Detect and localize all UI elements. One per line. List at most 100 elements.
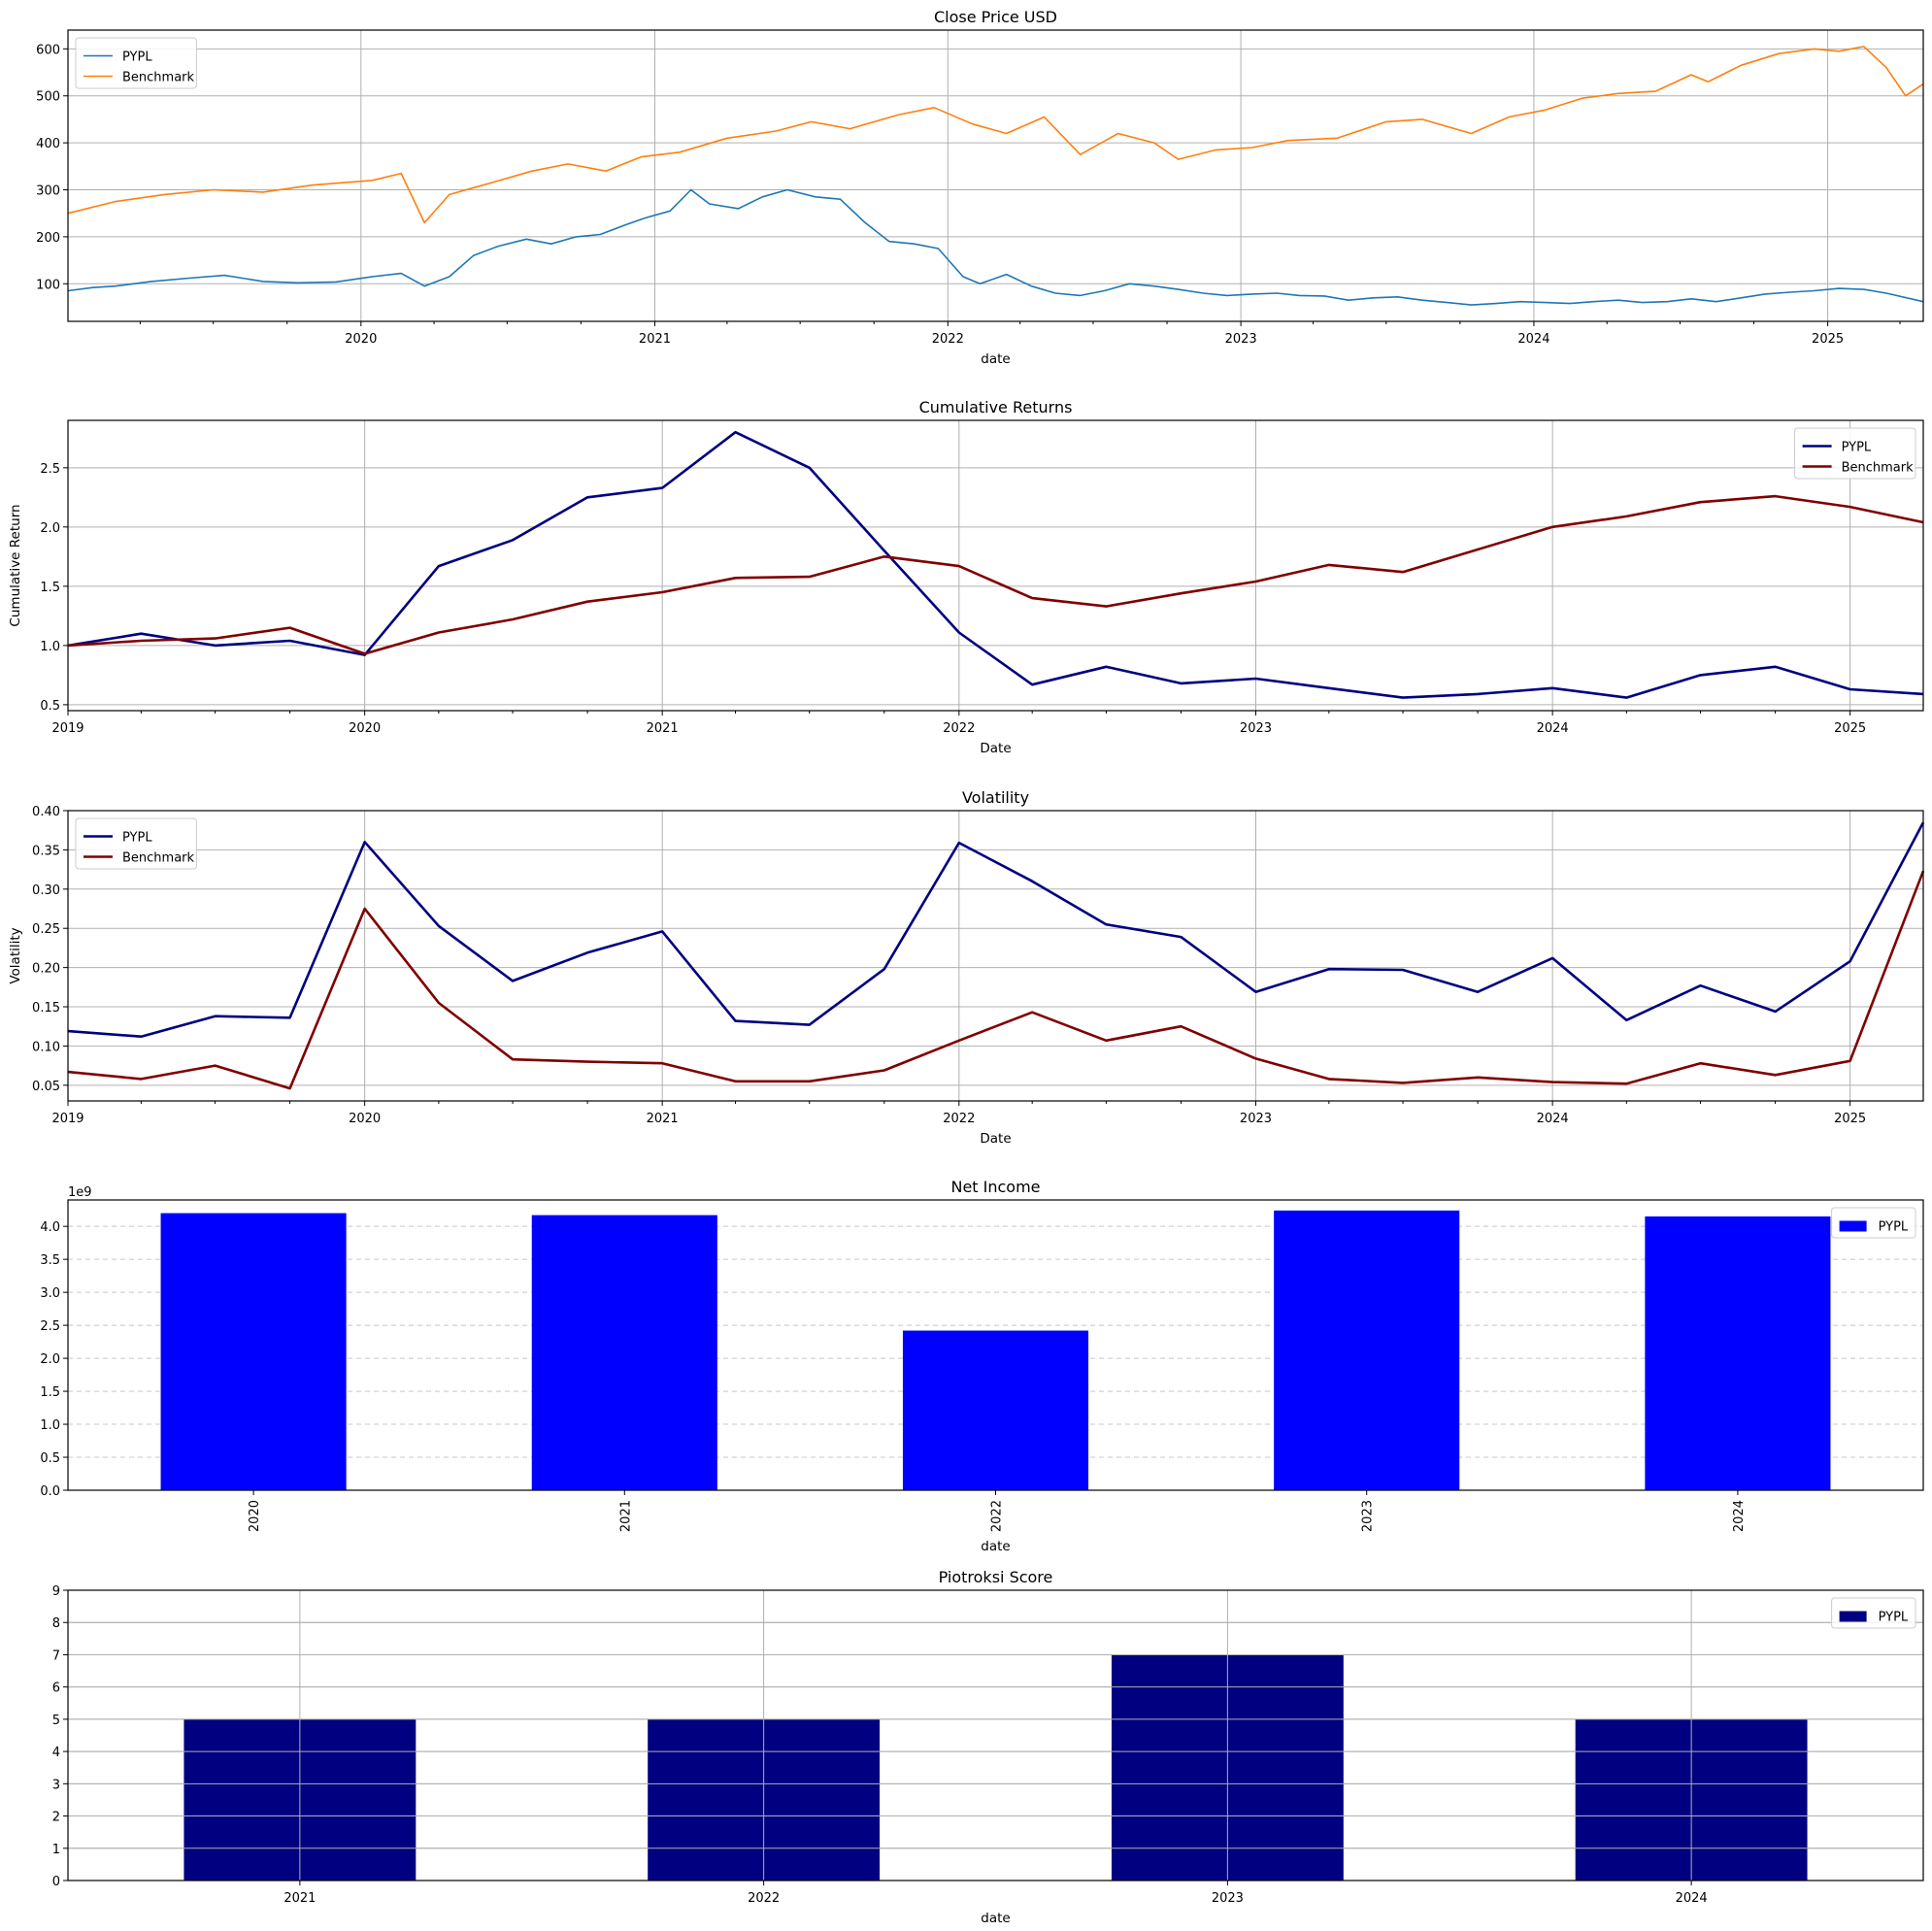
x-tick-label: 2022 [748, 1891, 780, 1906]
y-tick-label: 0.15 [32, 1001, 60, 1015]
x-tick-label: 2021 [618, 1500, 633, 1532]
y-tick-label: 8 [52, 1616, 60, 1631]
legend-swatch-pypl [1839, 1611, 1867, 1622]
y-tick-label: 100 [36, 278, 60, 292]
x-tick-label: 2022 [943, 1112, 975, 1126]
legend-label-pypl: PYPL [1842, 441, 1872, 455]
x-tick-label: 2020 [349, 1112, 381, 1126]
y-tick-label: 2.0 [40, 1352, 60, 1367]
y-tick-label: 0.25 [32, 922, 60, 937]
series-line-pypl [67, 430, 1924, 699]
y-tick-label: 500 [36, 90, 60, 105]
y-tick-label: 300 [36, 184, 60, 199]
series-line-benchmark [67, 46, 1924, 224]
x-tick-label: 2022 [990, 1500, 1005, 1532]
axes-frame [67, 419, 1924, 712]
y-tick-label: 0.5 [40, 1451, 60, 1466]
legend: PYPL Benchmark [75, 817, 197, 870]
legend: PYPL Benchmark [1794, 427, 1916, 480]
axes-frame [67, 1589, 1924, 1881]
x-axis-label: date [981, 1539, 1010, 1554]
legend-label-benchmark: Benchmark [122, 851, 195, 866]
y-tick-label: 4.0 [40, 1220, 60, 1235]
x-tick-label: 2024 [1537, 1112, 1569, 1126]
y-tick-label: 3.5 [40, 1253, 60, 1268]
series-line-benchmark [67, 870, 1925, 1090]
bar-2023 [1274, 1210, 1460, 1490]
y-tick-label: 0.0 [40, 1484, 60, 1499]
y-tick-label: 0.40 [32, 805, 60, 819]
legend-label-pypl: PYPL [1879, 1611, 1909, 1625]
y-tick-label: 600 [36, 43, 60, 57]
chart-close: 100 200 300 400 500 600 2020 2021 2022 2023 2024 20… [36, 8, 1924, 367]
y-tick-label: 4 [52, 1746, 60, 1760]
x-tick-label: 2024 [1676, 1891, 1708, 1906]
bar-2021 [531, 1215, 717, 1490]
legend-label-benchmark: Benchmark [1842, 461, 1915, 476]
y-axis-label: Volatility [8, 927, 23, 983]
x-tick-label: 2020 [345, 332, 377, 347]
y-tick-label: 5 [52, 1714, 60, 1728]
x-tick-label: 2022 [932, 332, 964, 347]
x-tick-label: 2025 [1834, 721, 1866, 736]
legend-label-pypl: PYPL [1879, 1220, 1909, 1235]
bar-2024 [1645, 1215, 1831, 1490]
chart-title: Piotroksi Score [939, 1568, 1053, 1586]
legend-swatch-pypl [1839, 1220, 1867, 1232]
x-tick-label: 2022 [943, 721, 975, 736]
y-tick-label: 0.10 [32, 1040, 60, 1054]
legend: PYPL [1831, 1597, 1916, 1629]
x-tick-label: 2024 [1732, 1500, 1747, 1532]
y-tick-label: 1.5 [40, 1385, 60, 1400]
legend: PYPL [1831, 1207, 1916, 1239]
y-tick-label: 1.5 [40, 581, 60, 595]
y-tick-label: 400 [36, 137, 60, 151]
x-axis-label: Date [980, 741, 1011, 756]
y-tick-label: 200 [36, 231, 60, 246]
y-tick-label: 0.20 [32, 962, 60, 977]
x-tick-label: 2020 [248, 1500, 262, 1532]
y-tick-label: 1.0 [40, 1418, 60, 1433]
y-axis-label: Cumulative Return [8, 504, 23, 626]
y-tick-label: 3.0 [40, 1286, 60, 1301]
series-line-pypl [67, 821, 1925, 1038]
x-tick-label: 2024 [1537, 721, 1569, 736]
x-tick-label: 2021 [639, 332, 671, 347]
x-tick-label: 2023 [1240, 1112, 1272, 1126]
x-tick-label: 2025 [1812, 332, 1844, 347]
x-tick-label: 2019 [51, 1112, 83, 1126]
x-tick-label: 2024 [1517, 332, 1549, 347]
x-tick-label: 2019 [51, 721, 83, 736]
y-tick-label: 0.30 [32, 883, 60, 898]
axes-frame [67, 810, 1924, 1102]
series-line-benchmark [67, 494, 1924, 655]
legend-label-pypl: PYPL [122, 50, 152, 65]
x-tick-label: 2023 [1212, 1891, 1244, 1906]
series-line-pypl [67, 188, 1924, 306]
x-tick-label: 2021 [283, 1891, 316, 1906]
y-tick-label: 9 [52, 1584, 60, 1599]
x-tick-label: 2021 [647, 721, 679, 736]
bar-2022 [902, 1330, 1089, 1490]
chart-netinc: 0.0 0.5 1.0 1.5 2.0 2.5 3.0 3.5 4.0 2020 2021 2022 2… [40, 1178, 1924, 1554]
legend: PYPL Benchmark [75, 37, 197, 89]
legend-label-pypl: PYPL [122, 831, 152, 846]
y-tick-label: 6 [52, 1681, 60, 1696]
y-tick-label: 2 [52, 1811, 60, 1825]
chart-title: Volatility [962, 788, 1029, 807]
y-tick-label: 2.5 [40, 462, 60, 477]
x-tick-label: 2025 [1834, 1112, 1866, 1126]
chart-piotroski: 0 1 2 3 4 5 6 7 8 9 2021 2022 2023 2024 Piotroksi Scor… [52, 1568, 1924, 1926]
x-axis-label: Date [980, 1131, 1011, 1147]
y-tick-label: 2.0 [40, 521, 60, 536]
chart-vol: 0.05 0.10 0.15 0.20 0.25 0.30 0.35 0.40 2019 2020… [8, 788, 1925, 1147]
y-tick-label: 1.0 [40, 640, 60, 654]
y-tick-label: 0.05 [32, 1080, 60, 1094]
y-tick-label: 0.35 [32, 844, 60, 858]
axes-frame [67, 29, 1924, 322]
y-tick-label: 2.5 [40, 1319, 60, 1334]
legend-label-benchmark: Benchmark [122, 71, 195, 85]
x-tick-label: 2020 [349, 721, 381, 736]
y-tick-label: 1 [52, 1843, 60, 1857]
y-tick-label: 0 [52, 1875, 60, 1889]
